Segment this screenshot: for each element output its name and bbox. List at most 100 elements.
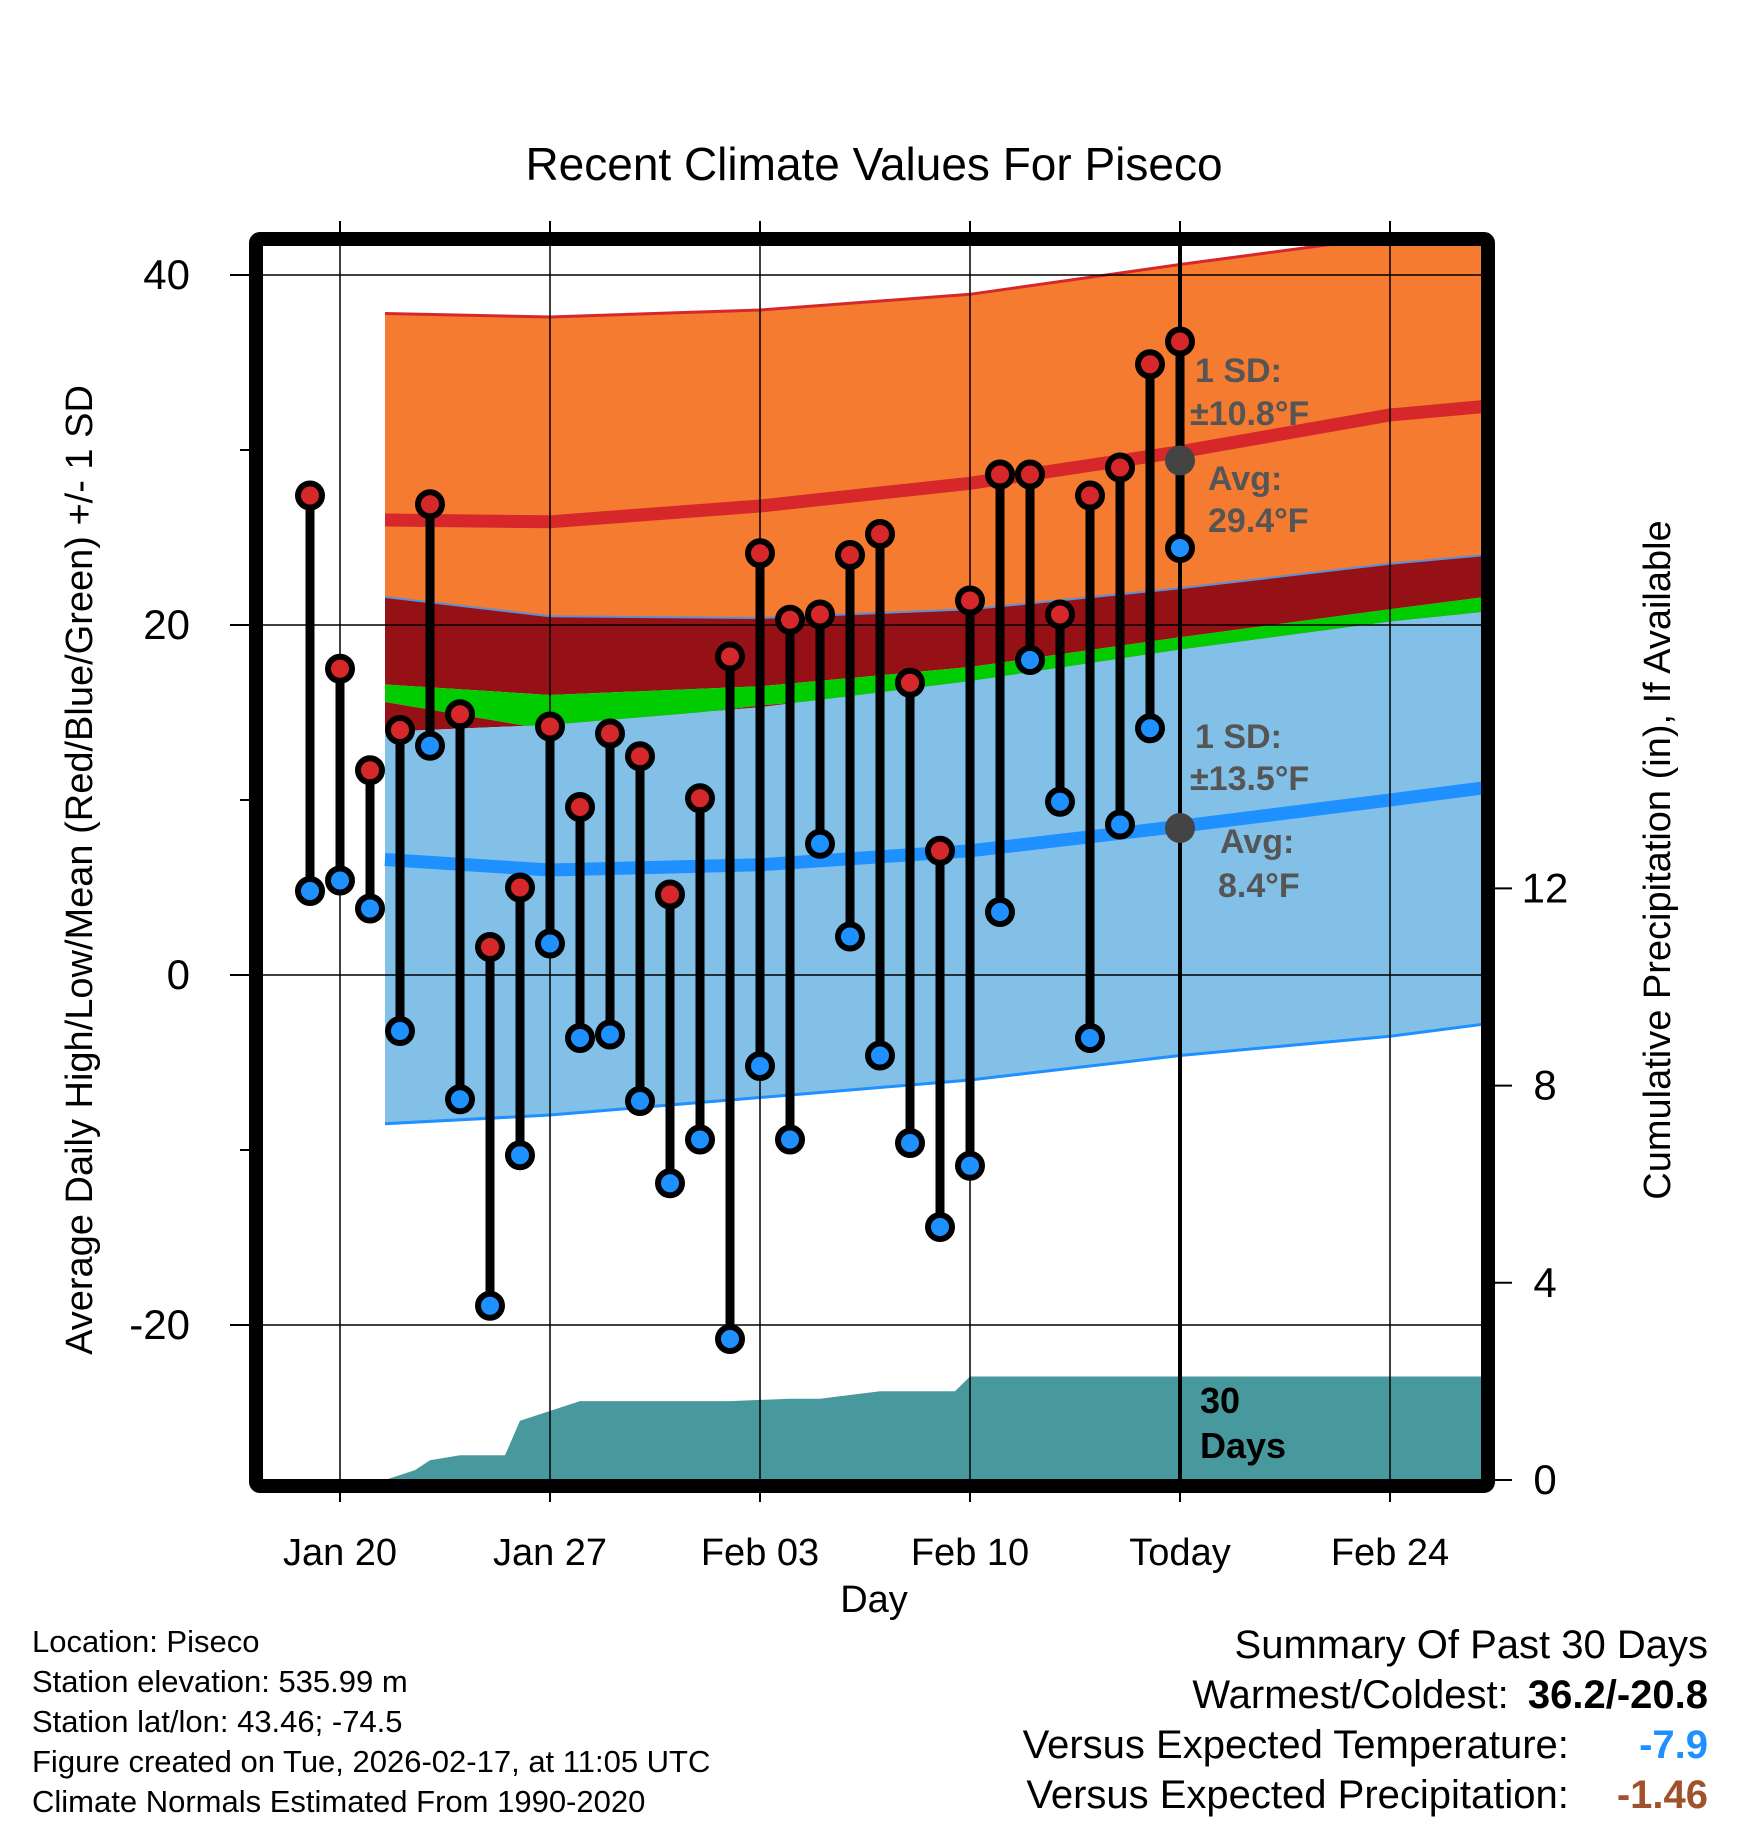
observed-low-dot bbox=[475, 1290, 505, 1321]
observed-high-dot bbox=[685, 783, 715, 814]
summary-precip-value: -1.46 bbox=[1616, 1773, 1708, 1817]
info-elevation: Station elevation: 535.99 m bbox=[32, 1664, 408, 1699]
observed-high-dot bbox=[325, 653, 355, 684]
observed-high-dot bbox=[1045, 599, 1075, 630]
observed-high-dot bbox=[985, 459, 1015, 490]
low-sd-value: ±13.5°F bbox=[1190, 760, 1309, 798]
observed-high-dot bbox=[595, 718, 625, 749]
summary-panel: Summary Of Past 30 Days Warmest/Coldest:… bbox=[1023, 1620, 1708, 1820]
observed-low-dot bbox=[925, 1212, 955, 1242]
observed-low-dot bbox=[325, 865, 355, 896]
observed-low-dot bbox=[835, 921, 865, 952]
observed-low-dot bbox=[295, 876, 325, 906]
observed-low-dot bbox=[655, 1168, 685, 1199]
observed-high-dot bbox=[295, 480, 325, 511]
y2-tick-label: 12 bbox=[1522, 864, 1569, 911]
y2-tick-label: 8 bbox=[1533, 1062, 1556, 1109]
chart-title: Recent Climate Values For Piseco bbox=[525, 138, 1222, 190]
observed-low-dot bbox=[865, 1040, 895, 1071]
observed-low-dot bbox=[805, 828, 835, 859]
summary-warm-cold-label: Warmest/Coldest: bbox=[1192, 1673, 1509, 1717]
info-created: Figure created on Tue, 2026-02-17, at 11… bbox=[32, 1744, 711, 1779]
observed-high-dot bbox=[745, 538, 775, 569]
info-latlon: Station lat/lon: 43.46; -74.5 bbox=[32, 1704, 403, 1739]
observed-low-dot bbox=[985, 897, 1015, 927]
observed-low-dot bbox=[715, 1324, 745, 1354]
observed-low-dot bbox=[415, 730, 445, 761]
observed-low-dot bbox=[535, 928, 565, 959]
high-sd-value: ±10.8°F bbox=[1190, 395, 1309, 433]
observed-low-dot bbox=[1165, 533, 1195, 563]
low-avg-marker bbox=[1165, 813, 1195, 843]
precip-days-count: 30 bbox=[1200, 1380, 1240, 1421]
summary-warm-cold-value: 36.2/-20.8 bbox=[1527, 1673, 1708, 1717]
summary-temp-value: -7.9 bbox=[1639, 1723, 1708, 1767]
high-avg-label: Avg: bbox=[1208, 460, 1282, 498]
high-avg-value: 29.4°F bbox=[1208, 502, 1309, 540]
summary-precip-label: Versus Expected Precipitation: bbox=[1026, 1773, 1569, 1817]
observed-low-dot bbox=[895, 1128, 925, 1158]
chart-canvas: Recent Climate Values For Piseco 1 SD: ±1… bbox=[59, 138, 1679, 1620]
y2-axis-title: Cumulative Precipitation (in), If Availa… bbox=[1637, 520, 1679, 1199]
observed-high-dot bbox=[655, 879, 685, 910]
observed-high-dot bbox=[865, 519, 895, 549]
observed-low-dot bbox=[355, 893, 385, 924]
high-avg-marker bbox=[1165, 445, 1195, 476]
info-normals: Climate Normals Estimated From 1990-2020 bbox=[32, 1784, 646, 1819]
x-tick-label: Today bbox=[1129, 1532, 1230, 1574]
x-tick-label: Jan 20 bbox=[283, 1532, 397, 1574]
observed-low-dot bbox=[565, 1023, 595, 1053]
summary-temp-label: Versus Expected Temperature: bbox=[1022, 1723, 1569, 1767]
observed-low-dot bbox=[385, 1016, 415, 1046]
precip-area bbox=[310, 1376, 1482, 1480]
observed-low-dot bbox=[445, 1084, 475, 1115]
observed-high-dot bbox=[895, 667, 925, 698]
low-sd-label: 1 SD: bbox=[1195, 718, 1282, 756]
high-sd-band bbox=[385, 245, 1482, 618]
low-sd-band bbox=[385, 611, 1482, 1124]
observed-high-dot bbox=[715, 641, 745, 672]
observed-high-dot bbox=[1135, 349, 1165, 380]
x-axis-title: Day bbox=[840, 1579, 908, 1620]
observed-low-dot bbox=[1045, 786, 1075, 817]
observed-low-dot bbox=[745, 1051, 775, 1081]
observed-high-dot bbox=[805, 599, 835, 630]
observed-high-dot bbox=[415, 489, 445, 520]
observed-low-dot bbox=[505, 1140, 535, 1171]
y-tick-label: 40 bbox=[143, 251, 190, 298]
observed-high-dot bbox=[535, 711, 565, 742]
x-tick-label: Feb 10 bbox=[911, 1532, 1029, 1574]
y-tick-label: 20 bbox=[143, 601, 190, 648]
observed-low-dot bbox=[685, 1124, 715, 1155]
observed-low-dot bbox=[1105, 809, 1135, 840]
summary-warm-cold: Warmest/Coldest: 36.2/-20.8 bbox=[1023, 1670, 1708, 1720]
x-tick-label: Feb 24 bbox=[1331, 1532, 1449, 1574]
summary-precip: Versus Expected Precipitation: -1.46 bbox=[1023, 1770, 1708, 1820]
observed-high-dot bbox=[625, 741, 655, 772]
observed-high-dot bbox=[1015, 459, 1045, 490]
observed-high-dot bbox=[505, 872, 535, 903]
info-location: Location: Piseco bbox=[32, 1624, 260, 1659]
observed-high-dot bbox=[1105, 452, 1135, 483]
observed-high-dot bbox=[445, 699, 475, 730]
x-tick-label: Feb 03 bbox=[701, 1532, 819, 1574]
summary-title: Summary Of Past 30 Days bbox=[1234, 1623, 1708, 1667]
observed-high-dot bbox=[475, 932, 505, 962]
observed-low-dot bbox=[775, 1124, 805, 1155]
observed-high-dot bbox=[385, 715, 415, 745]
observed-low-dot bbox=[1015, 645, 1045, 675]
plot-frame bbox=[249, 232, 1495, 1493]
observations bbox=[295, 326, 1195, 1354]
low-avg-value: 8.4°F bbox=[1218, 867, 1300, 905]
observed-low-dot bbox=[955, 1150, 985, 1181]
low-avg-label: Avg: bbox=[1220, 823, 1294, 861]
observed-high-dot bbox=[835, 540, 865, 570]
observed-high-dot bbox=[775, 604, 805, 635]
precip-days-label: Days bbox=[1200, 1425, 1286, 1466]
observed-high-dot bbox=[955, 585, 985, 616]
y2-tick-label: 0 bbox=[1533, 1456, 1556, 1503]
observed-high-dot bbox=[1165, 326, 1195, 357]
observed-high-dot bbox=[355, 755, 385, 786]
y-axis-title: Average Daily High/Low/Mean (Red/Blue/Gr… bbox=[59, 385, 101, 1355]
